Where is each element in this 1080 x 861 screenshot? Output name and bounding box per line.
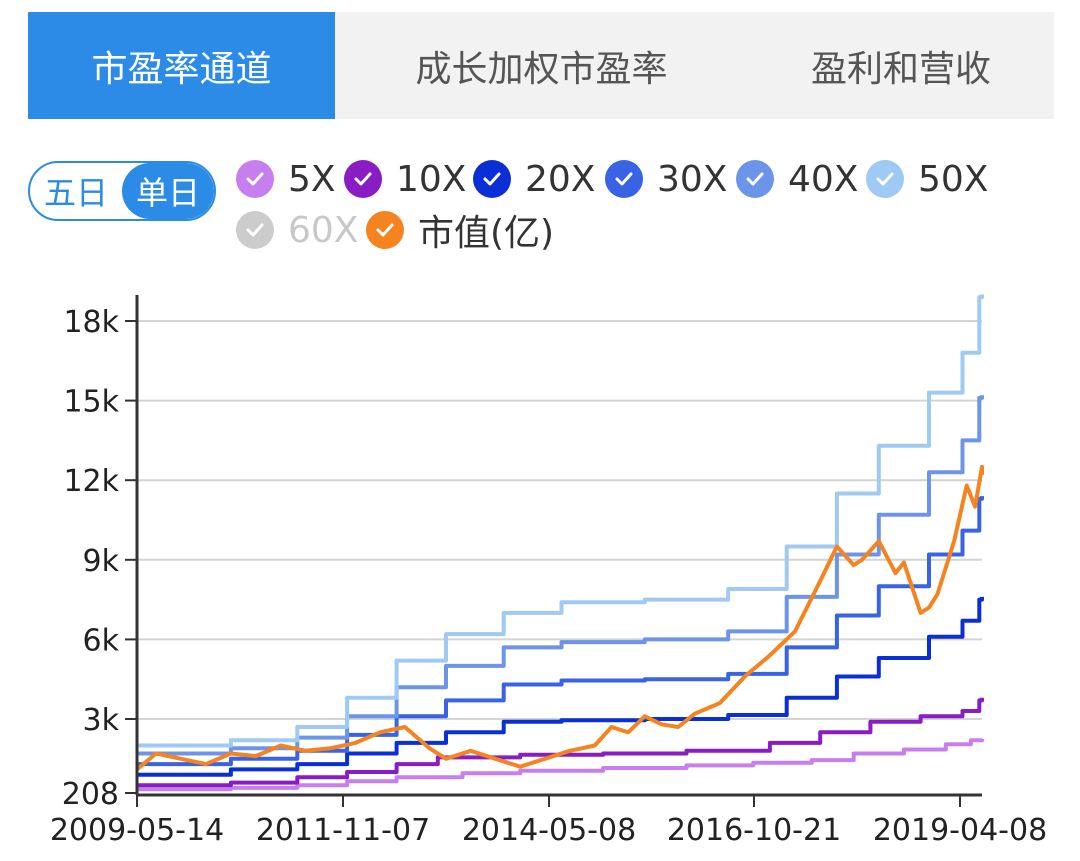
legend-60x[interactable]: 60X xyxy=(236,205,358,255)
legend-label: 50X xyxy=(918,158,989,200)
legend-50x[interactable]: 50X xyxy=(866,154,988,204)
x-tick-label: 2011-11-07 xyxy=(256,813,430,848)
y-tick-label: 208 xyxy=(62,777,119,812)
legend-label: 10X xyxy=(396,158,467,200)
legend-label: 5X xyxy=(288,158,336,200)
legend-30x[interactable]: 30X xyxy=(605,154,727,204)
check-circle-icon xyxy=(344,160,382,198)
legend-5x[interactable]: 5X xyxy=(236,154,336,204)
series-line-40X xyxy=(137,395,984,756)
series-line-30X xyxy=(137,496,984,767)
y-tick-label: 15k xyxy=(63,385,119,420)
legend-20x[interactable]: 20X xyxy=(473,154,595,204)
x-tick-label: 2014-05-08 xyxy=(462,813,636,848)
legend-label: 30X xyxy=(657,158,728,200)
x-tick-label: 2016-10-21 xyxy=(667,813,841,848)
tab-growth-weighted-pe[interactable]: 成长加权市盈率 xyxy=(415,48,668,90)
legend-label: 20X xyxy=(525,158,596,200)
tab-bar: 市盈率通道 成长加权市盈率 盈利和营收 xyxy=(28,12,1054,119)
legend-label: 60X xyxy=(288,209,359,251)
toggle-five-day[interactable]: 五日 xyxy=(43,174,108,212)
tab-pe-channel[interactable]: 市盈率通道 xyxy=(28,12,335,119)
legend-label: 市值(亿) xyxy=(418,213,555,254)
legend-40x[interactable]: 40X xyxy=(736,154,858,204)
tab-profit-revenue[interactable]: 盈利和营收 xyxy=(810,48,991,90)
x-tick-label: 2009-05-14 xyxy=(50,813,224,848)
legend-10x[interactable]: 10X xyxy=(344,154,466,204)
period-toggle[interactable]: 五日 单日 xyxy=(28,161,216,221)
check-circle-icon xyxy=(473,160,511,198)
check-circle-icon xyxy=(236,160,274,198)
series-line-50X xyxy=(137,294,984,748)
series-line-市值(亿) xyxy=(135,464,984,771)
y-tick-label: 12k xyxy=(63,464,119,499)
y-tick-label: 6k xyxy=(83,623,120,658)
x-tick-label: 2019-04-08 xyxy=(873,813,1047,848)
check-circle-icon xyxy=(736,160,774,198)
y-tick-label: 9k xyxy=(83,544,120,579)
check-circle-icon xyxy=(605,160,643,198)
check-circle-icon xyxy=(366,211,404,249)
y-tick-label: 3k xyxy=(83,703,120,738)
legend-market-cap[interactable]: 市值(亿) xyxy=(366,205,554,255)
series-line-5X xyxy=(137,738,984,792)
legend-label: 40X xyxy=(788,158,859,200)
check-circle-icon xyxy=(236,211,274,249)
check-circle-icon xyxy=(866,160,904,198)
y-tick-label: 18k xyxy=(63,305,119,340)
series-line-10X xyxy=(137,697,984,788)
toggle-single-day[interactable]: 单日 xyxy=(122,163,214,219)
